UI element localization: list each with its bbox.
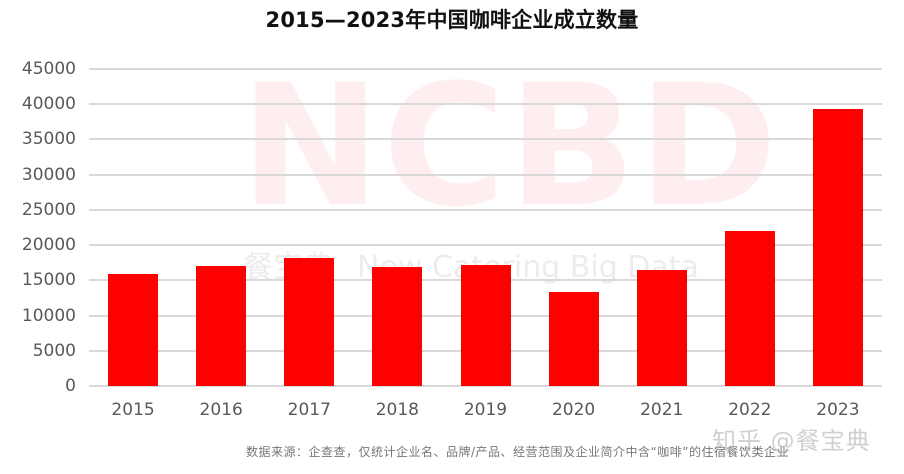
y-axis-tick-label: 30000 xyxy=(21,164,76,185)
bar-2016 xyxy=(196,265,247,386)
gridline xyxy=(89,208,882,211)
gridline xyxy=(89,103,882,106)
zhihu-watermark: 知乎 @餐宝典 xyxy=(712,427,871,455)
x-axis-tick-label: 2019 xyxy=(463,400,508,420)
y-axis-tick-label: 35000 xyxy=(21,129,76,150)
x-axis-tick-label: 2020 xyxy=(551,400,596,420)
x-axis-tick-label: 2022 xyxy=(728,400,772,420)
y-axis-tick-label: 40000 xyxy=(21,94,76,115)
y-axis-tick-label: 15000 xyxy=(21,270,76,291)
y-axis-tick-label: 0 xyxy=(65,376,76,396)
bar-2023 xyxy=(812,109,863,386)
bar-2017 xyxy=(284,258,335,386)
x-axis-tick-label: 2023 xyxy=(816,400,860,420)
x-axis-tick-label: 2021 xyxy=(640,400,684,420)
bar-2020 xyxy=(548,292,599,386)
y-axis-tick-label: 5000 xyxy=(32,340,76,361)
gridline xyxy=(89,138,882,141)
y-axis-tick-label: 20000 xyxy=(21,235,76,256)
bar-2015 xyxy=(108,273,159,386)
x-axis-tick-label: 2016 xyxy=(199,400,243,420)
x-axis-tick-label: 2015 xyxy=(111,400,155,420)
bar-2022 xyxy=(724,231,775,386)
gridline xyxy=(89,173,882,176)
x-axis-tick-label: 2017 xyxy=(287,400,331,420)
gridline xyxy=(89,68,882,70)
data-source-footnote: 数据来源：企查查，仅统计企业名、品牌/产品、经营范围及企业简介中含“咖啡”的住宿… xyxy=(246,445,789,459)
gridline xyxy=(89,244,882,247)
y-axis-tick-label: 10000 xyxy=(21,305,76,326)
x-axis-tick-label: 2018 xyxy=(375,400,419,420)
bar-2019 xyxy=(460,264,511,386)
y-axis-tick-label: 25000 xyxy=(21,199,76,220)
chart-title: 2015—2023年中国咖啡企业成立数量 xyxy=(265,8,639,32)
gridline xyxy=(89,385,882,387)
bar-2021 xyxy=(636,269,687,386)
y-axis-tick-label: 45000 xyxy=(21,59,76,79)
bar-2018 xyxy=(372,266,423,386)
